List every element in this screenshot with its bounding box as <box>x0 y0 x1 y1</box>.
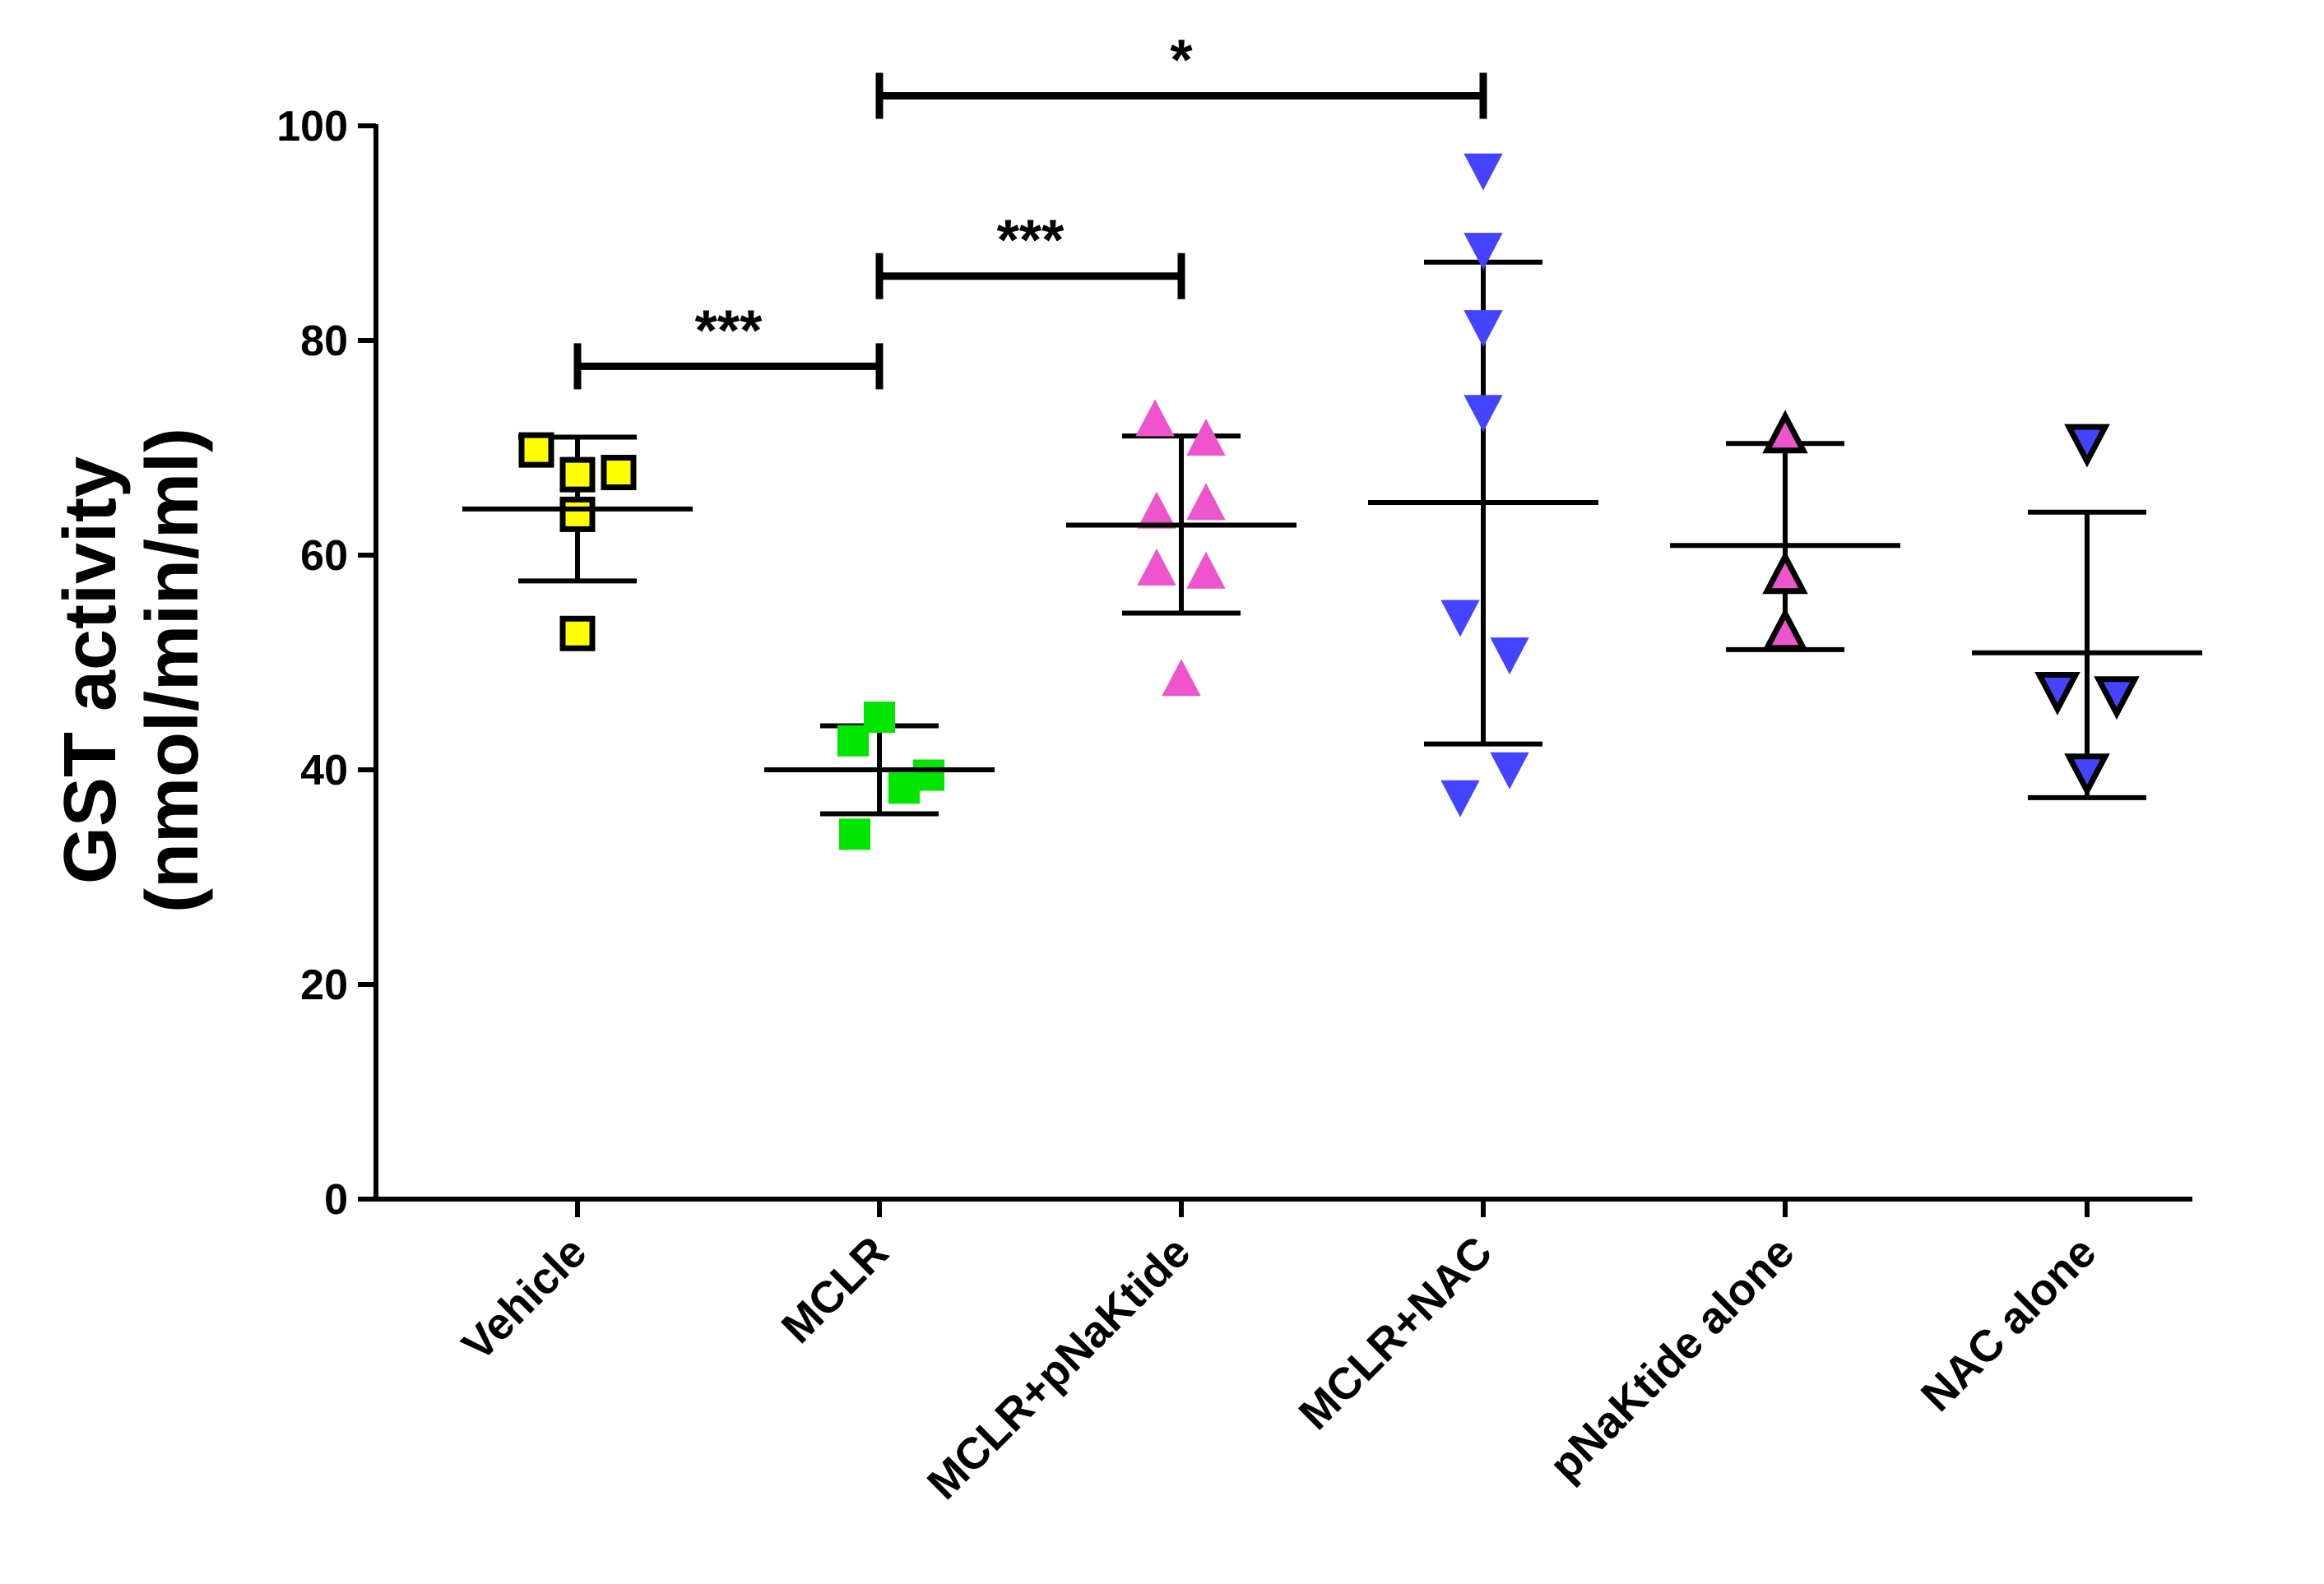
x-category-label: Vehicle <box>452 1227 596 1370</box>
y-tick-label: 80 <box>300 317 348 365</box>
axes: 0 20 40 60 80 100 Vehicle MCLR MCLR+pNaKtide MCLR… <box>276 103 2192 1509</box>
data-point <box>1464 395 1503 433</box>
x-category-label: MCLR+NAC <box>1290 1227 1502 1439</box>
y-axis-label-line1: GST activity <box>49 456 132 884</box>
y-tick-label: 20 <box>300 961 348 1009</box>
group-nac-alone <box>1972 424 2202 800</box>
y-tick-label: 0 <box>324 1176 348 1224</box>
data-point <box>559 496 596 532</box>
x-category-label: NAC alone <box>1912 1227 2105 1420</box>
data-point <box>559 456 596 493</box>
significance-label: *** <box>997 208 1065 272</box>
significance-label: * <box>1170 27 1193 91</box>
data-point <box>839 818 870 850</box>
data-point <box>1490 637 1529 675</box>
x-category-label: MCLR+pNaKtide <box>918 1227 1200 1509</box>
data-point <box>1464 233 1503 271</box>
data-point <box>1762 607 1808 651</box>
significance-bracket: * <box>875 27 1487 119</box>
data-point <box>1490 752 1529 790</box>
group-mclr-pnaktide <box>1066 399 1297 697</box>
group-pnaktide-alone <box>1670 410 1900 652</box>
data-point <box>601 455 637 491</box>
data-point <box>2034 672 2080 716</box>
data-point <box>518 432 554 468</box>
data-point <box>2094 676 2140 720</box>
data-point <box>1762 550 1808 595</box>
data-point <box>864 702 895 734</box>
data-point <box>559 615 596 651</box>
x-category-label: MCLR <box>772 1227 898 1353</box>
significance-brackets: ******* <box>573 27 1487 390</box>
group-mclr-nac <box>1368 153 1598 817</box>
data-point <box>1186 483 1226 521</box>
data-point <box>1137 491 1176 529</box>
data-point <box>1440 600 1480 637</box>
significance-bracket: *** <box>573 298 884 390</box>
data-point <box>1137 548 1176 586</box>
data-point <box>1135 399 1175 437</box>
data-point <box>1186 419 1226 456</box>
data-point <box>2064 753 2110 798</box>
significance-bracket: *** <box>875 208 1185 299</box>
data-point <box>1162 659 1201 697</box>
data-point <box>1186 551 1226 589</box>
data-point <box>1464 310 1503 348</box>
group-vehicle <box>462 432 693 651</box>
y-axis-label-line2: (nmol/min/ml) <box>132 428 214 913</box>
data-point <box>1464 153 1503 191</box>
group-mclr <box>764 702 995 850</box>
y-tick-label: 60 <box>300 532 348 580</box>
y-axis-label: GST activity (nmol/min/ml) <box>49 428 214 913</box>
y-tick-label: 40 <box>300 747 348 794</box>
data-point <box>888 772 920 804</box>
significance-label: *** <box>695 298 763 362</box>
data-point <box>1440 780 1480 817</box>
y-tick-label: 100 <box>276 103 348 151</box>
data-point <box>1762 410 1808 454</box>
data-point <box>837 725 869 757</box>
data-point <box>2064 424 2110 468</box>
x-category-label: pNaKtide alone <box>1540 1227 1803 1490</box>
data-marks <box>462 153 2202 850</box>
